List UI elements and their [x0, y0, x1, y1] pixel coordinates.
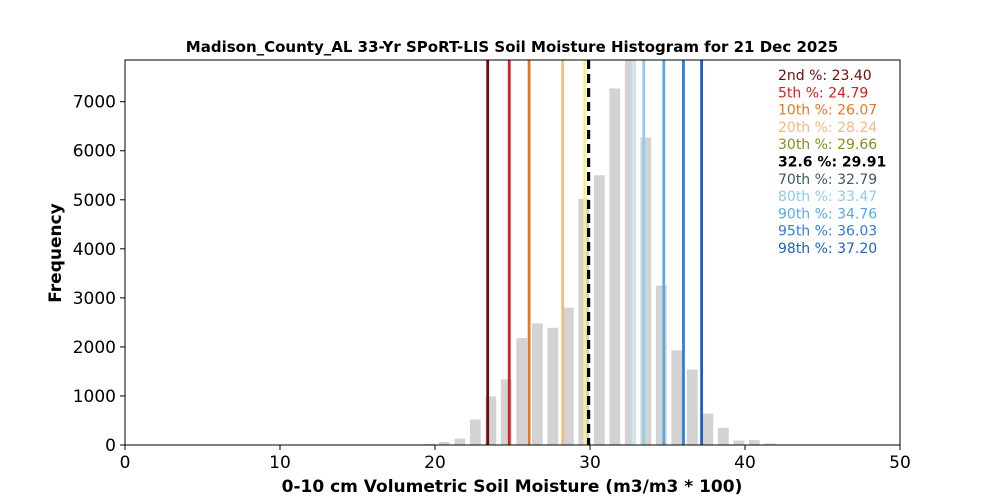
- x-tick-label: 40: [734, 453, 756, 473]
- percentile-label: 5th %: 24.79: [778, 85, 868, 101]
- histogram-bar: [593, 175, 605, 446]
- y-axis-label: Frequency: [46, 203, 66, 303]
- chart-title: Madison_County_AL 33-Yr SPoRT-LIS Soil M…: [186, 38, 838, 56]
- percentile-label: 10th %: 26.07: [778, 103, 877, 119]
- percentile-label: 70th %: 32.79: [778, 172, 877, 188]
- percentile-label: 95th %: 36.03: [778, 224, 877, 240]
- histogram-bar: [686, 369, 698, 445]
- percentile-lines-group: [486, 60, 703, 445]
- histogram-bar: [702, 413, 714, 445]
- bars-group: [423, 60, 776, 446]
- histogram-bar: [717, 427, 729, 445]
- x-tick-label: 20: [424, 453, 446, 473]
- plot-frame: [124, 59, 901, 446]
- histogram-bar: [438, 442, 450, 445]
- x-tick-label: 50: [889, 453, 911, 473]
- y-tick-label: 2000: [73, 338, 116, 358]
- histogram-bar: [655, 285, 667, 445]
- y-tick-label: 4000: [73, 240, 116, 260]
- percentile-label: 2nd %: 23.40: [778, 68, 872, 84]
- x-axis-ticks: 0 10 20 30 40 50: [120, 445, 911, 473]
- y-tick-label: 0: [105, 436, 116, 456]
- percentile-label: 98th %: 37.20: [778, 241, 877, 257]
- histogram-bar: [624, 60, 636, 445]
- x-tick-label: 10: [269, 453, 291, 473]
- histogram-bar: [531, 323, 543, 445]
- percentile-label: 32.6 %: 29.91: [778, 155, 886, 171]
- x-axis-label: 0-10 cm Volumetric Soil Moisture (m3/m3 …: [282, 477, 743, 497]
- histogram-bar: [547, 327, 559, 445]
- histogram-bar: [733, 440, 745, 445]
- y-tick-label: 1000: [73, 387, 116, 407]
- y-tick-label: 7000: [73, 93, 116, 113]
- histogram-bar: [671, 350, 683, 445]
- y-tick-label: 5000: [73, 191, 116, 211]
- percentile-label: 20th %: 28.24: [778, 120, 877, 136]
- y-tick-label: 6000: [73, 142, 116, 162]
- histogram-bar: [748, 440, 760, 445]
- percentile-label: 30th %: 29.66: [778, 137, 877, 153]
- y-axis-ticks: 0 1000 2000 3000 4000 5000 6000 7000: [73, 93, 125, 456]
- histogram-bar: [454, 438, 466, 445]
- histogram-bar: [500, 379, 512, 445]
- histogram-bar: [640, 137, 652, 445]
- percentile-label: 90th %: 34.76: [778, 206, 877, 222]
- histogram-bar: [485, 396, 497, 445]
- histogram-bar: [609, 88, 621, 445]
- histogram-bar: [516, 338, 528, 445]
- y-tick-label: 3000: [73, 289, 116, 309]
- percentile-label: 80th %: 33.47: [778, 189, 877, 205]
- histogram-bar: [764, 443, 776, 445]
- x-tick-label: 30: [579, 453, 601, 473]
- histogram-bar: [562, 307, 574, 445]
- x-tick-label: 0: [120, 453, 131, 473]
- histogram-bar: [469, 419, 481, 445]
